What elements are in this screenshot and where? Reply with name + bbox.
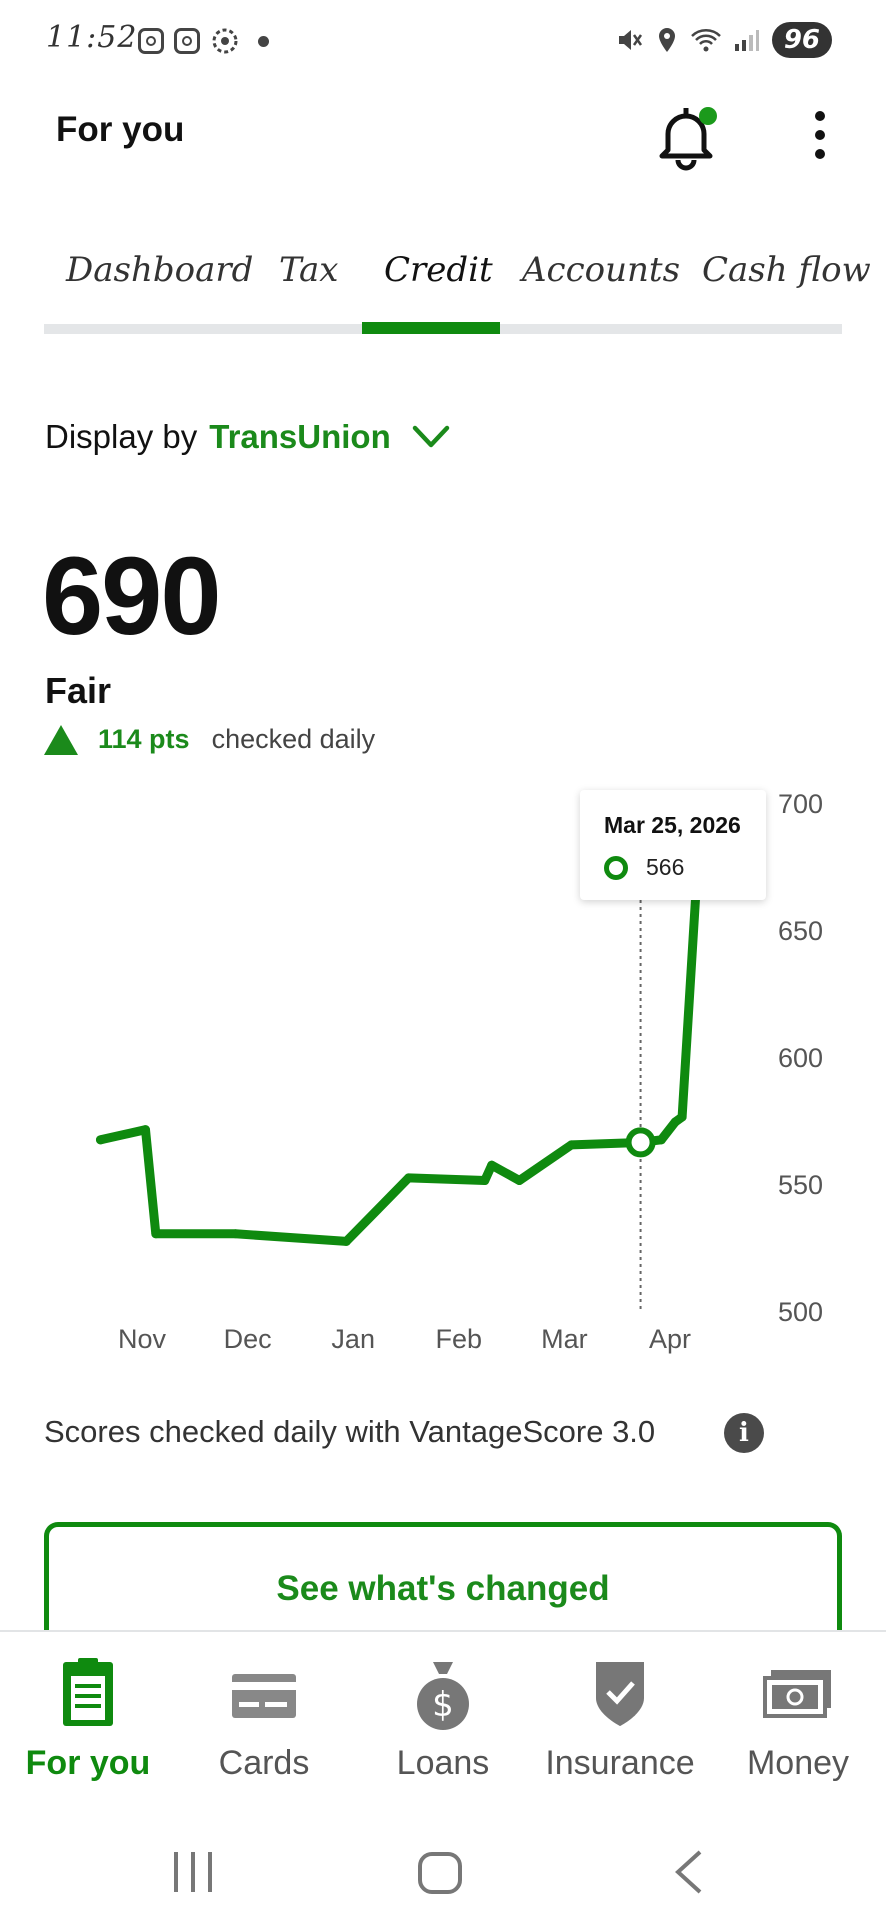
tab-cash-flow[interactable]: Cash flow bbox=[702, 250, 871, 290]
score-model-note: Scores checked daily with VantageScore 3… bbox=[44, 1414, 656, 1449]
system-navigation-bar bbox=[0, 1810, 886, 1920]
score-point bbox=[140, 1125, 150, 1135]
score-point bbox=[151, 1229, 161, 1239]
y-axis-ticks: 700 650 600 550 500 bbox=[778, 789, 823, 1327]
nav-cards[interactable]: Cards bbox=[174, 1658, 354, 1783]
card-icon bbox=[232, 1674, 296, 1718]
score-point bbox=[404, 1173, 414, 1183]
score-point bbox=[230, 1229, 240, 1239]
see-whats-changed-button[interactable]: See what's changed bbox=[44, 1522, 842, 1632]
bottom-navigation: For you Cards $ Loans Insurance Money bbox=[0, 1630, 886, 1812]
tab-dashboard[interactable]: Dashboard bbox=[66, 250, 254, 290]
score-point bbox=[514, 1175, 524, 1185]
nav-insurance-label: Insurance bbox=[545, 1744, 695, 1782]
money-bag-icon: $ bbox=[417, 1662, 469, 1730]
banknote-icon bbox=[763, 1670, 831, 1718]
wifi-icon bbox=[690, 29, 721, 52]
home-icon[interactable] bbox=[418, 1852, 462, 1894]
nav-money[interactable]: Money bbox=[708, 1658, 886, 1783]
y-tick-label: 650 bbox=[778, 916, 823, 946]
x-tick-label: Jan bbox=[331, 1324, 375, 1354]
selected-point-marker bbox=[625, 1127, 656, 1158]
notification-dot bbox=[699, 107, 717, 125]
score-point bbox=[95, 1135, 105, 1145]
instagram-icon bbox=[138, 28, 164, 54]
display-by-label: Display by bbox=[45, 418, 198, 455]
tooltip-marker-icon bbox=[604, 856, 628, 880]
y-tick-label: 500 bbox=[778, 1297, 823, 1327]
score-rating: Fair bbox=[45, 670, 112, 711]
status-time: 11:52 bbox=[46, 20, 138, 55]
svg-text:$: $ bbox=[432, 1685, 454, 1725]
nav-loans[interactable]: $ Loans bbox=[353, 1658, 533, 1783]
tab-bar: Dashboard Tax Credit Accounts Cash flow bbox=[44, 240, 871, 334]
nav-money-label: Money bbox=[746, 1744, 850, 1782]
more-options-icon[interactable] bbox=[808, 108, 832, 162]
back-icon[interactable] bbox=[675, 1850, 702, 1894]
score-line bbox=[96, 886, 701, 1246]
more-notifications-dot bbox=[258, 35, 269, 47]
score-point bbox=[670, 1117, 680, 1127]
cta-label: See what's changed bbox=[276, 1569, 610, 1608]
nav-cards-label: Cards bbox=[218, 1744, 310, 1782]
recent-apps-icon[interactable] bbox=[174, 1852, 212, 1892]
x-tick-label: Mar bbox=[541, 1324, 588, 1354]
document-icon bbox=[63, 1658, 113, 1726]
nav-insurance[interactable]: Insurance bbox=[530, 1658, 710, 1783]
page-title: For you bbox=[56, 110, 185, 149]
active-tab-indicator bbox=[362, 322, 500, 334]
score-check-note: checked daily bbox=[211, 724, 376, 754]
chevron-down-icon[interactable] bbox=[411, 424, 451, 450]
x-axis-ticks: Nov Dec Jan Feb Mar Apr bbox=[118, 1324, 691, 1354]
score-point bbox=[677, 1112, 687, 1122]
chart-tooltip: Mar 25, 2026 566 bbox=[580, 790, 766, 900]
tooltip-value: 566 bbox=[646, 854, 685, 880]
score-point bbox=[487, 1160, 497, 1170]
x-tick-label: Apr bbox=[649, 1324, 691, 1354]
tab-accounts[interactable]: Accounts bbox=[522, 250, 681, 290]
battery-level: 96 bbox=[771, 22, 832, 58]
x-tick-label: Nov bbox=[118, 1324, 167, 1354]
nav-for-you[interactable]: For you bbox=[0, 1658, 178, 1783]
notification-icons bbox=[138, 26, 269, 56]
arrow-up-icon bbox=[44, 724, 78, 755]
nav-loans-label: Loans bbox=[396, 1744, 490, 1782]
credit-score: 690 bbox=[42, 535, 222, 658]
score-point bbox=[656, 1135, 666, 1145]
score-point bbox=[480, 1175, 490, 1185]
y-tick-label: 700 bbox=[778, 789, 823, 819]
signal-icon bbox=[734, 30, 759, 51]
tab-credit[interactable]: Credit bbox=[384, 250, 493, 290]
score-point bbox=[566, 1140, 576, 1150]
tooltip-date: Mar 25, 2026 bbox=[604, 812, 741, 838]
score-change-points: 114 pts bbox=[98, 724, 190, 754]
system-status-icons: 96 bbox=[616, 22, 832, 58]
bureau-value[interactable]: TransUnion bbox=[209, 418, 391, 455]
nav-for-you-label: For you bbox=[25, 1744, 151, 1782]
notification-bell-icon[interactable] bbox=[652, 100, 722, 172]
shield-check-icon bbox=[596, 1662, 644, 1726]
tab-tax[interactable]: Tax bbox=[279, 250, 339, 290]
status-bar: 11:52 96 bbox=[0, 0, 886, 80]
score-change: 114 pts checked daily bbox=[44, 724, 375, 755]
y-tick-label: 550 bbox=[778, 1170, 823, 1200]
score-point bbox=[341, 1236, 351, 1246]
location-icon bbox=[658, 28, 675, 52]
score-history-chart[interactable]: 700 650 600 550 500 Nov Dec Jan Feb Mar Apr bbox=[0, 780, 886, 1360]
x-tick-label: Dec bbox=[224, 1324, 272, 1354]
bureau-selector[interactable]: Display by TransUnion bbox=[45, 418, 451, 456]
y-tick-label: 600 bbox=[778, 1043, 823, 1073]
x-tick-label: Feb bbox=[436, 1324, 483, 1354]
instagram-icon bbox=[174, 28, 200, 54]
info-icon[interactable]: i bbox=[724, 1413, 764, 1453]
mute-icon bbox=[618, 30, 642, 50]
app-badge-icon bbox=[212, 28, 238, 54]
